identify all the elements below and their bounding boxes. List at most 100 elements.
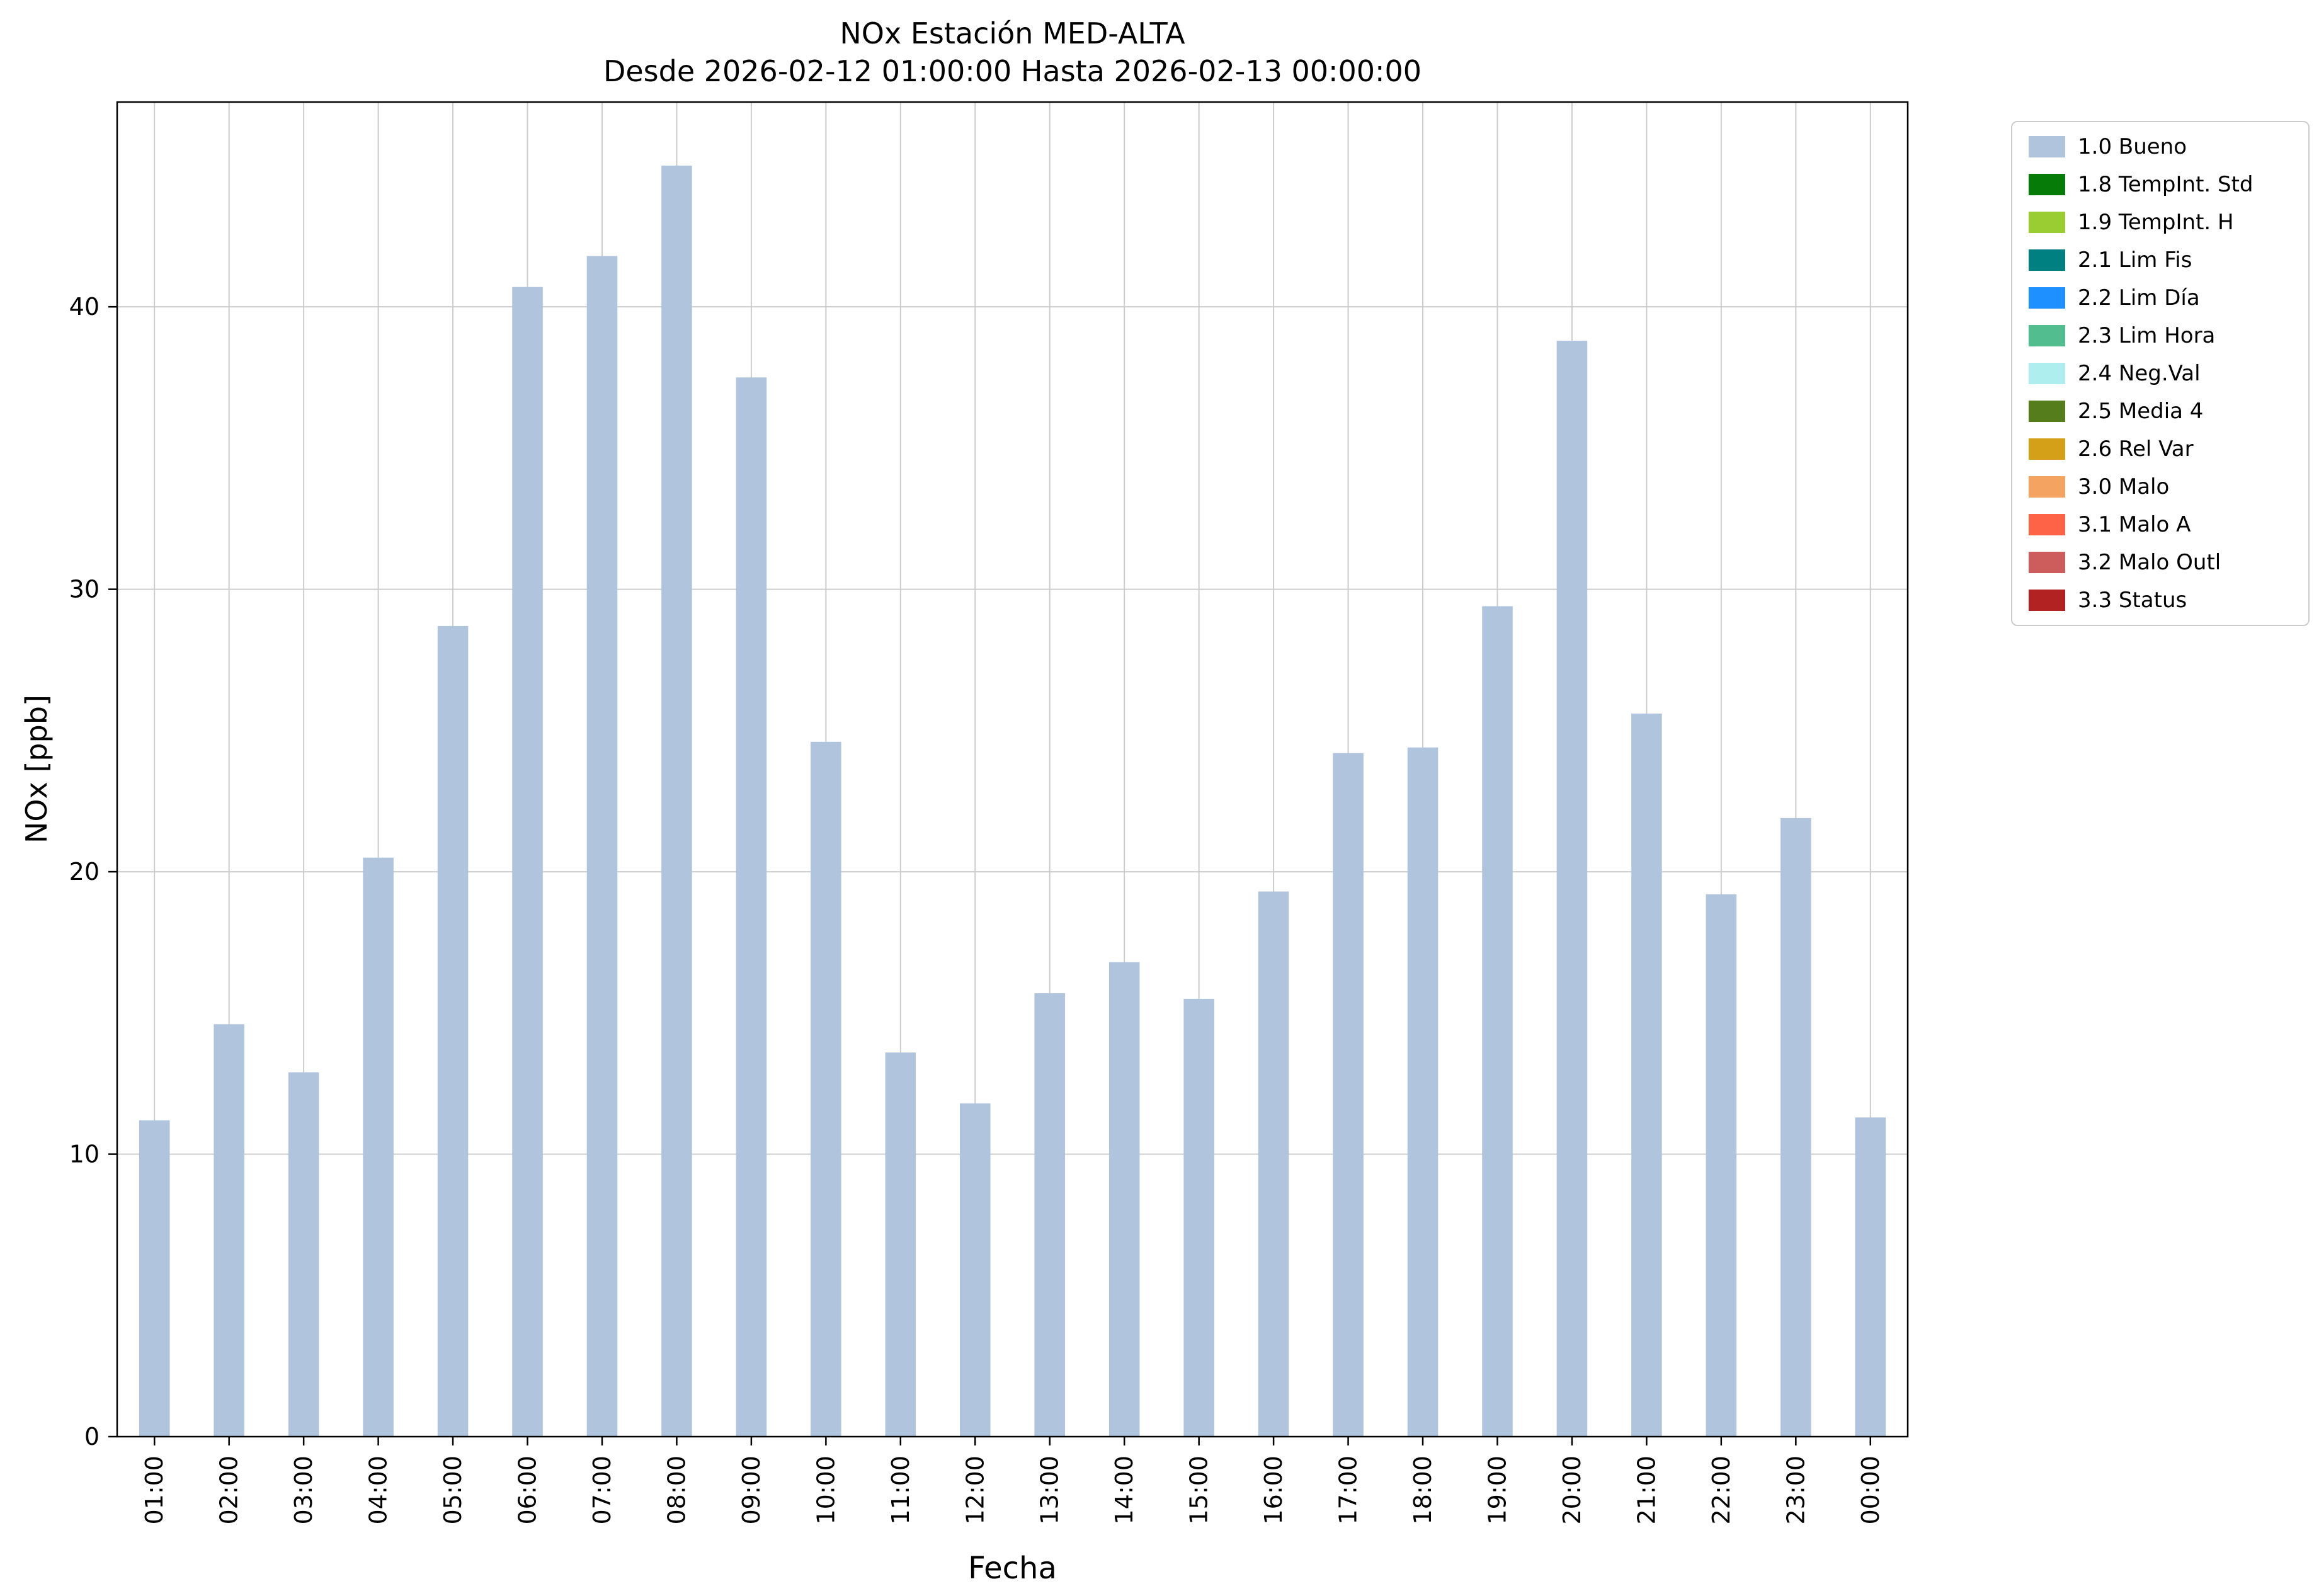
x-tick-label: 04:00: [365, 1456, 392, 1525]
legend-swatch: [2029, 287, 2065, 309]
bar: [586, 256, 618, 1437]
legend-swatch: [2029, 514, 2065, 535]
bar: [1631, 713, 1662, 1437]
x-tick-label: 21:00: [1632, 1456, 1660, 1525]
x-tick-label: 09:00: [738, 1456, 765, 1525]
legend-item: 2.2 Lim Día: [2029, 287, 2292, 309]
bar: [437, 625, 469, 1437]
bar: [1855, 1117, 1886, 1437]
legend-swatch: [2029, 325, 2065, 346]
legend-item: 2.1 Lim Fis: [2029, 249, 2292, 271]
legend-item: 2.4 Neg.Val: [2029, 363, 2292, 384]
legend-label: 3.3 Status: [2078, 588, 2187, 613]
chart-title-block: NOx Estación MED-ALTA Desde 2026-02-12 0…: [117, 15, 1908, 91]
bar: [1556, 340, 1588, 1437]
y-tick-label: 10: [69, 1141, 100, 1168]
legend-label: 3.1 Malo A: [2078, 512, 2191, 537]
x-tick-label: 05:00: [439, 1456, 467, 1525]
legend-label: 2.6 Rel Var: [2078, 436, 2194, 462]
x-tick-label: 17:00: [1335, 1456, 1362, 1525]
legend-item: 2.3 Lim Hora: [2029, 325, 2292, 346]
axis-frame: [116, 101, 1909, 1438]
y-tick-label: 40: [69, 293, 100, 321]
x-tick-label: 10:00: [812, 1456, 840, 1525]
bar: [811, 741, 841, 1437]
legend-item: 1.0 Bueno: [2029, 136, 2292, 157]
chart-title: NOx Estación MED-ALTA: [840, 16, 1185, 50]
x-tick-label: 07:00: [588, 1456, 616, 1525]
bar: [885, 1052, 916, 1437]
bar: [1706, 894, 1737, 1437]
legend-label: 1.9 TempInt. H: [2078, 210, 2234, 235]
legend-label: 2.5 Media 4: [2078, 399, 2204, 424]
x-tick-label: 22:00: [1707, 1456, 1735, 1525]
y-tick-label: 20: [69, 858, 100, 886]
bar: [288, 1072, 319, 1437]
bar: [214, 1024, 244, 1437]
legend-label: 2.2 Lim Día: [2078, 285, 2200, 311]
y-tick-label: 0: [84, 1423, 100, 1451]
legend-item: 2.6 Rel Var: [2029, 438, 2292, 460]
bar: [736, 377, 767, 1437]
x-tick-label: 03:00: [290, 1456, 317, 1525]
bar: [661, 165, 692, 1437]
bar: [1333, 753, 1364, 1437]
bar: [139, 1120, 170, 1437]
bar: [1781, 818, 1811, 1437]
legend: 1.0 Bueno 1.8 TempInt. Std 1.9 TempInt. H 2…: [2011, 121, 2310, 626]
y-tick-label: 30: [69, 576, 100, 603]
legend-swatch: [2029, 552, 2065, 573]
x-tick-label: 15:00: [1185, 1456, 1213, 1525]
bar: [959, 1103, 991, 1437]
legend-item: 3.3 Status: [2029, 590, 2292, 611]
x-tick-label: 16:00: [1260, 1456, 1287, 1525]
legend-swatch: [2029, 363, 2065, 384]
legend-swatch: [2029, 438, 2065, 460]
bar: [512, 287, 543, 1437]
x-tick-label: 06:00: [514, 1456, 542, 1525]
tick-marks: [108, 305, 1872, 1445]
legend-item: 1.9 TempInt. H: [2029, 212, 2292, 233]
legend-label: 2.1 Lim Fis: [2078, 248, 2192, 273]
bar: [363, 857, 394, 1437]
x-tick-label: 13:00: [1036, 1456, 1064, 1525]
legend-item: 3.2 Malo Outl: [2029, 552, 2292, 573]
legend-label: 2.4 Neg.Val: [2078, 361, 2201, 386]
x-tick-label: 14:00: [1110, 1456, 1138, 1525]
bars: [139, 165, 1886, 1437]
bar: [1034, 993, 1066, 1437]
legend-swatch: [2029, 136, 2065, 157]
bar: [1482, 606, 1513, 1437]
legend-swatch: [2029, 476, 2065, 498]
x-tick-label: 20:00: [1558, 1456, 1586, 1525]
bar: [1407, 747, 1439, 1437]
x-tick-label: 08:00: [663, 1456, 690, 1525]
legend-item: 3.1 Malo A: [2029, 514, 2292, 535]
legend-swatch: [2029, 401, 2065, 422]
x-tick-label: 00:00: [1857, 1456, 1884, 1525]
legend-item: 2.5 Media 4: [2029, 401, 2292, 422]
x-tick-label: 12:00: [961, 1456, 989, 1525]
legend-label: 2.3 Lim Hora: [2078, 323, 2216, 348]
bar: [1108, 962, 1140, 1437]
x-tick-label: 02:00: [215, 1456, 243, 1525]
x-tick-label: 19:00: [1483, 1456, 1511, 1525]
x-axis-label: Fecha: [968, 1551, 1057, 1586]
chart-subtitle: Desde 2026-02-12 01:00:00 Hasta 2026-02-…: [603, 54, 1422, 88]
x-tick-label: 18:00: [1409, 1456, 1437, 1525]
legend-label: 1.0 Bueno: [2078, 134, 2187, 159]
legend-label: 3.0 Malo: [2078, 474, 2170, 499]
legend-swatch: [2029, 249, 2065, 271]
bar: [1258, 891, 1289, 1437]
legend-label: 1.8 TempInt. Std: [2078, 172, 2253, 197]
legend-swatch: [2029, 212, 2065, 233]
bar: [1183, 998, 1214, 1437]
x-tick-label: 11:00: [887, 1456, 914, 1525]
legend-item: 1.8 TempInt. Std: [2029, 174, 2292, 195]
legend-swatch: [2029, 174, 2065, 195]
legend-label: 3.2 Malo Outl: [2078, 550, 2221, 575]
x-tick-label: 01:00: [140, 1456, 168, 1525]
x-tick-label: 23:00: [1782, 1456, 1809, 1525]
